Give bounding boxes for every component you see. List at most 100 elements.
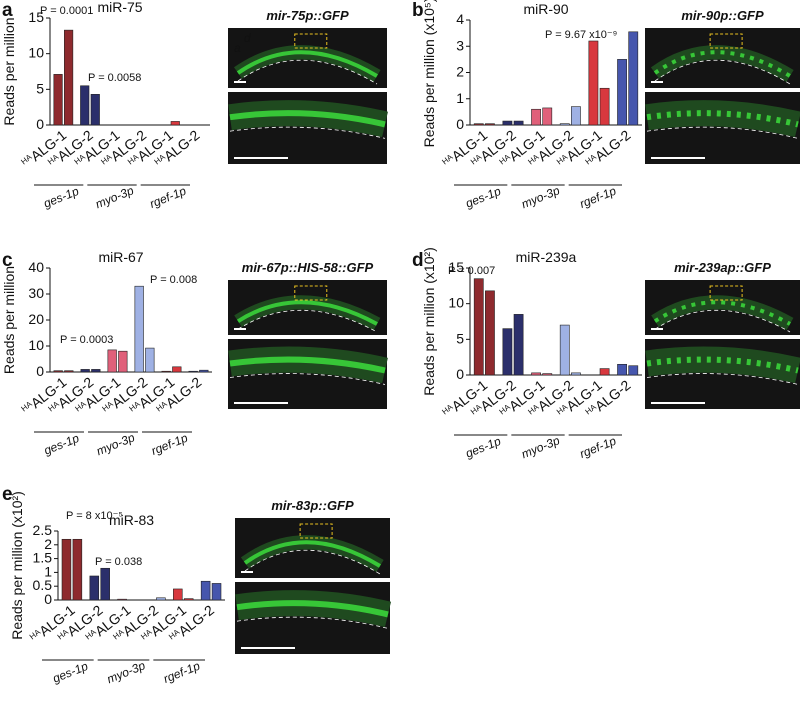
group-label: rgef-1p <box>161 659 202 686</box>
p-value: P = 0.0003 <box>60 334 113 346</box>
y-tick-label: 30 <box>28 285 44 301</box>
zoom-box <box>709 285 743 301</box>
p-value: P = 0.038 <box>95 556 142 568</box>
zoom-box <box>709 33 743 49</box>
bar <box>542 107 553 126</box>
p-value: P = 9.67 x10⁻⁹ <box>545 29 617 41</box>
bar <box>617 363 627 376</box>
gfp-signal <box>229 110 386 128</box>
bar <box>559 324 570 376</box>
bar <box>117 598 127 601</box>
group-label: rgef-1p <box>149 431 190 458</box>
bar <box>64 370 74 373</box>
bar <box>628 31 639 126</box>
y-tick-label: 1 <box>44 563 52 579</box>
bar <box>183 598 194 601</box>
p-value: P = 0.0001 <box>40 5 93 17</box>
group-label: myo-3p <box>519 183 562 211</box>
panel-label: e <box>2 484 13 505</box>
y-tick-label: 0 <box>36 116 44 132</box>
bar <box>531 108 541 126</box>
bar <box>502 120 513 126</box>
y-axis-label: Reads per million <box>1 266 17 374</box>
bar <box>64 29 74 126</box>
panel-label: d <box>412 250 424 271</box>
y-tick-label: 0 <box>44 591 52 607</box>
y-tick-label: 10 <box>448 295 464 311</box>
worm-outline <box>229 126 386 139</box>
bar <box>599 87 610 126</box>
group-label: ges-1p <box>51 659 91 686</box>
y-tick-label: 0.5 <box>33 577 53 593</box>
bar <box>599 368 610 376</box>
chart-title: miR-67 <box>98 249 143 265</box>
bar <box>571 106 581 126</box>
bar <box>199 369 209 373</box>
bar <box>485 290 495 376</box>
bar <box>188 370 198 373</box>
y-tick-label: 5 <box>456 330 464 346</box>
group-label: myo-3p <box>93 183 136 211</box>
bar <box>145 347 155 373</box>
bar <box>80 369 90 373</box>
worm-outline <box>237 309 378 333</box>
zoom-box <box>299 523 333 539</box>
bar <box>134 285 144 373</box>
worm-outline <box>229 373 386 385</box>
image-title: mir-83p::GFP <box>271 498 354 513</box>
bar <box>61 538 72 601</box>
zoom-box <box>294 33 328 49</box>
y-tick-label: 15 <box>28 9 44 25</box>
worm-outline <box>646 126 799 139</box>
y-tick-label: 15 <box>448 259 464 275</box>
gfp-signal <box>229 356 386 374</box>
y-axis-label: Reads per million (x10⁵) <box>421 0 437 147</box>
worm-body <box>645 100 800 138</box>
bar <box>90 94 100 126</box>
bar <box>502 328 513 376</box>
bar <box>173 588 183 601</box>
chart-title: miR-90 <box>523 1 568 17</box>
worm-outline <box>244 549 381 575</box>
p-value: P = 8 x10⁻⁵ <box>66 510 123 522</box>
image-title: mir-75p::GFP <box>266 8 349 23</box>
image-title: mir-239ap::GFP <box>674 260 771 275</box>
y-axis-label: Reads per million (x10²) <box>9 491 25 640</box>
y-axis-label: Reads per million <box>1 17 17 125</box>
image-title: mir-90p::GFP <box>681 8 764 23</box>
group-label: myo-3p <box>519 433 562 461</box>
bar <box>473 278 484 376</box>
gfp-signal <box>236 50 379 78</box>
bar <box>513 120 524 126</box>
gfp-signal <box>236 300 378 326</box>
group-label: myo-3p <box>105 658 148 686</box>
panel-label: c <box>2 250 13 271</box>
gfp-signal <box>243 540 382 568</box>
y-tick-label: 0 <box>456 366 464 382</box>
group-label: rgef-1p <box>578 434 619 461</box>
y-tick-label: 4 <box>456 11 464 27</box>
y-tick-label: 40 <box>28 259 44 275</box>
chart-title: miR-75 <box>97 0 142 15</box>
zoom-box <box>294 285 328 301</box>
y-tick-label: 3 <box>456 37 464 53</box>
y-tick-label: 2 <box>456 64 464 80</box>
y-tick-label: 2.5 <box>33 522 53 538</box>
worm-outline <box>646 373 799 385</box>
gfp-signal <box>236 600 389 618</box>
orientation-label: d <box>244 31 251 45</box>
bar <box>485 123 495 126</box>
bar <box>513 314 524 376</box>
bar <box>170 121 180 126</box>
y-tick-label: 1.5 <box>33 550 53 566</box>
bar <box>80 85 90 126</box>
p-value: P = 0.008 <box>150 274 197 286</box>
image-title: mir-67p::HIS-58::GFP <box>242 260 374 275</box>
bar <box>571 372 581 376</box>
worm-outline <box>654 309 791 333</box>
bar <box>118 350 128 373</box>
panel-label: b <box>412 0 424 21</box>
worm-outline <box>237 59 378 85</box>
bar <box>172 366 182 373</box>
